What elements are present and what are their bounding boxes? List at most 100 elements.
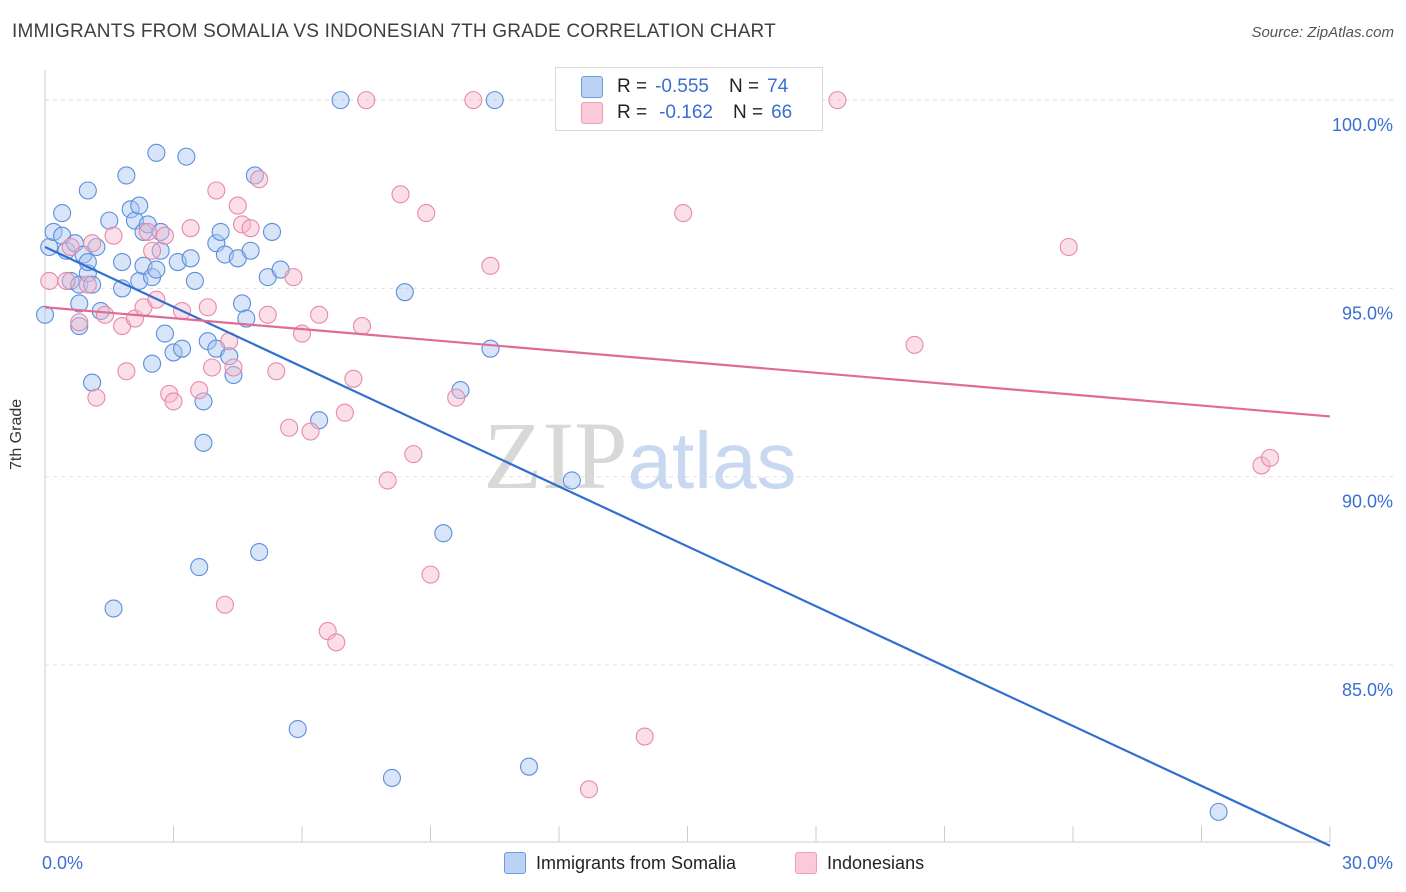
point-somalia — [53, 204, 72, 223]
point-indonesians — [417, 204, 436, 223]
point-indonesians — [207, 181, 226, 200]
point-indonesians — [198, 298, 217, 317]
x-tick-label-min: 0.0% — [42, 853, 83, 873]
point-indonesians — [224, 358, 243, 377]
point-somalia — [121, 200, 140, 219]
point-somalia — [1209, 802, 1228, 821]
point-indonesians — [391, 185, 410, 204]
point-indonesians — [635, 727, 654, 746]
point-somalia — [232, 294, 252, 313]
point-indonesians — [190, 381, 209, 400]
point-indonesians — [301, 422, 320, 441]
point-indonesians — [228, 196, 247, 215]
trend-line-indonesians — [44, 306, 1331, 418]
point-indonesians — [143, 241, 162, 260]
legend-row-somalia: R = -0.555 N = 74 — [556, 74, 788, 100]
point-indonesians — [327, 633, 346, 652]
point-somalia — [382, 768, 402, 788]
legend-label-somalia: Immigrants from Somalia — [536, 852, 737, 873]
legend-swatch-indonesians — [581, 102, 603, 124]
point-indonesians — [1260, 448, 1280, 467]
point-indonesians — [181, 219, 200, 238]
point-somalia — [61, 271, 80, 290]
point-somalia — [173, 339, 192, 358]
point-somalia — [147, 260, 166, 279]
y-tick-label: 100.0% — [1332, 115, 1393, 135]
point-indonesians — [357, 91, 376, 110]
point-somalia — [237, 309, 256, 328]
point-somalia — [83, 373, 102, 392]
point-somalia — [164, 343, 183, 362]
y-tick-label: 90.0% — [1342, 492, 1393, 512]
legend-r-value: -0.555 — [655, 76, 709, 97]
legend-swatch-somalia — [581, 76, 603, 98]
point-indonesians — [280, 418, 299, 437]
point-somalia — [331, 91, 350, 110]
point-indonesians — [215, 595, 234, 614]
point-indonesians — [481, 256, 500, 275]
point-somalia — [83, 275, 102, 294]
point-indonesians — [164, 392, 183, 411]
point-indonesians — [70, 313, 89, 332]
axes — [44, 70, 1331, 843]
point-indonesians — [828, 91, 847, 110]
legend-label-indonesians: Indonesians — [827, 852, 925, 873]
point-somalia — [485, 91, 504, 110]
source-label: Source: ZipAtlas.com — [1251, 24, 1394, 41]
point-somalia — [185, 271, 204, 290]
point-indonesians — [905, 335, 924, 354]
point-somalia — [35, 305, 55, 324]
point-indonesians — [352, 317, 372, 336]
watermark-zip: ZIP — [484, 402, 628, 509]
point-somalia — [130, 196, 149, 215]
point-indonesians — [232, 215, 252, 234]
point-indonesians — [404, 445, 423, 464]
point-indonesians — [117, 362, 136, 381]
point-indonesians — [61, 237, 80, 257]
point-indonesians — [250, 170, 269, 189]
point-indonesians — [241, 219, 260, 238]
point-somalia — [104, 599, 123, 618]
point-indonesians — [378, 471, 397, 490]
legend-n-value: 66 — [771, 102, 793, 123]
point-somalia — [143, 354, 162, 373]
point-indonesians — [57, 271, 76, 290]
point-somalia — [434, 524, 453, 543]
point-indonesians — [421, 565, 440, 584]
legend-n-value: 74 — [767, 76, 789, 97]
point-somalia — [44, 222, 63, 241]
legend-r-label: R = — [617, 76, 648, 97]
point-indonesians — [104, 226, 123, 245]
point-indonesians — [447, 388, 466, 407]
trend-lines — [44, 245, 1331, 847]
point-somalia — [220, 347, 239, 366]
tick-labels: 85.0% 90.0% 95.0% 100.0% 0.0% 30.0% — [42, 115, 1393, 873]
grid-lines — [45, 99, 1395, 666]
x-tick-label-max: 30.0% — [1342, 853, 1393, 873]
point-indonesians — [579, 780, 599, 799]
point-indonesians — [1059, 237, 1078, 257]
legend-item-somalia: Immigrants from Somalia — [504, 852, 736, 874]
legend-swatch-somalia — [504, 852, 526, 874]
point-indonesians — [335, 403, 354, 422]
trend-line-somalia — [44, 245, 1331, 847]
point-indonesians — [83, 234, 102, 253]
point-somalia — [70, 317, 89, 336]
point-indonesians — [464, 91, 483, 110]
point-somalia — [519, 757, 539, 776]
point-indonesians — [95, 305, 115, 324]
correlation-legend: R = -0.555 N = 74 R = -0.162 N = 66 — [555, 67, 823, 131]
point-somalia — [194, 433, 213, 452]
series-indonesians-points — [40, 91, 1280, 799]
point-somalia — [78, 181, 97, 200]
point-indonesians — [267, 362, 286, 381]
y-tick-label: 95.0% — [1342, 303, 1393, 323]
point-indonesians — [258, 305, 277, 324]
point-indonesians — [284, 268, 303, 287]
point-somalia — [241, 241, 260, 260]
point-indonesians — [40, 271, 59, 290]
point-somalia — [395, 283, 414, 302]
point-indonesians — [78, 275, 97, 294]
point-somalia — [250, 542, 269, 562]
